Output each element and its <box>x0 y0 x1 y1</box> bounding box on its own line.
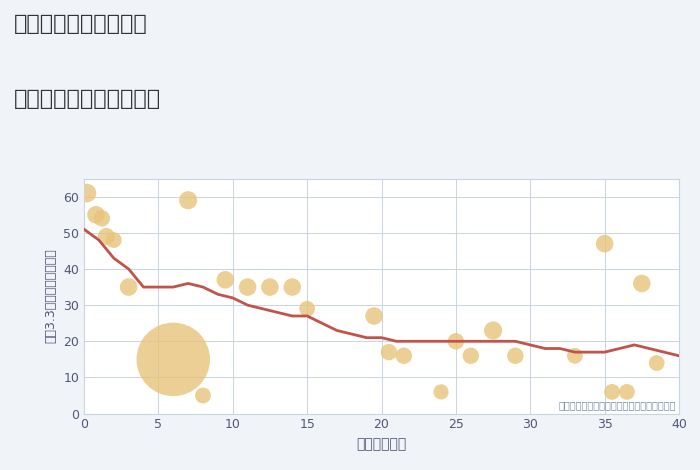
Point <box>220 276 231 283</box>
Point <box>183 196 194 204</box>
Point <box>651 359 662 367</box>
Point <box>90 211 101 219</box>
Point <box>636 280 648 287</box>
Point <box>81 189 92 197</box>
Point <box>510 352 521 360</box>
Y-axis label: 坪（3.3㎡）単価（万円）: 坪（3.3㎡）単価（万円） <box>45 249 57 344</box>
Point <box>265 283 276 291</box>
Point <box>368 312 379 320</box>
Point <box>108 236 119 244</box>
Point <box>487 327 498 334</box>
Point <box>435 388 447 396</box>
Point <box>622 388 633 396</box>
Point <box>384 348 395 356</box>
Point <box>123 283 134 291</box>
Point <box>287 283 298 291</box>
Text: 築年数別中古戸建て価格: 築年数別中古戸建て価格 <box>14 89 161 110</box>
Text: 円の大きさは、取引のあった物件面積を示す: 円の大きさは、取引のあった物件面積を示す <box>559 400 676 410</box>
X-axis label: 築年数（年）: 築年数（年） <box>356 437 407 451</box>
Point <box>398 352 409 360</box>
Point <box>197 392 209 399</box>
Point <box>569 352 580 360</box>
Point <box>96 215 108 222</box>
Point <box>101 233 112 240</box>
Point <box>450 337 461 345</box>
Text: 岐阜県関市洞戸栗原の: 岐阜県関市洞戸栗原の <box>14 14 148 34</box>
Point <box>465 352 476 360</box>
Point <box>242 283 253 291</box>
Point <box>606 388 617 396</box>
Point <box>302 305 313 313</box>
Point <box>168 356 179 363</box>
Point <box>599 240 610 247</box>
